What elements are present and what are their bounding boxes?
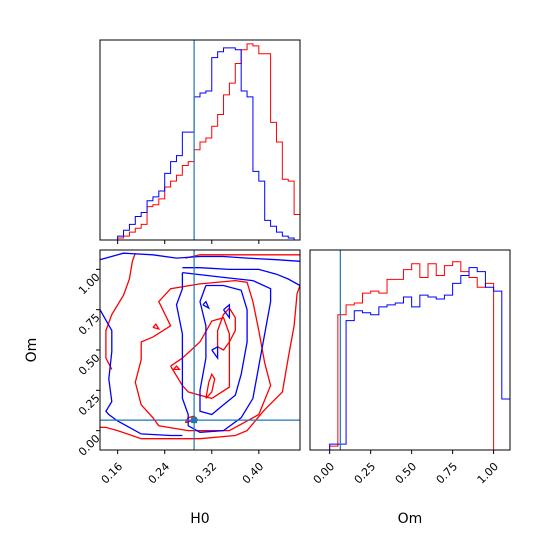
om-hist-x-tick-label: 1.00: [475, 460, 502, 487]
om-hist-frame: [309, 249, 511, 451]
contour-line-series-1: [202, 300, 211, 310]
joint-x-tick-label: 0.32: [193, 460, 220, 487]
joint-y-tick-label: 0.25: [76, 392, 103, 419]
joint-y-tick-label: 0.00: [76, 432, 103, 459]
histogram-panel-h0: [99, 39, 301, 244]
om-hist-x-tick-label: 0.50: [393, 460, 420, 487]
contour-line-series-1: [100, 309, 183, 437]
contour-line-series-0: [205, 372, 216, 399]
joint-frame: [99, 249, 301, 451]
contour-line-series-1: [175, 271, 272, 433]
contour-line-series-0: [152, 323, 161, 331]
joint-y-tick-label: 1.00: [76, 271, 103, 298]
joint-y-tick-label: 0.75: [76, 311, 103, 338]
contour-line-series-0: [216, 307, 236, 351]
om-histogram-series-0: [313, 261, 510, 451]
histogram-panel-om: 0.00 0.25 0.50 0.75 1.00: [309, 249, 511, 487]
contour-group: [100, 252, 300, 440]
x-axis-label-h0: H0: [190, 511, 209, 527]
x-axis-label-om: Om: [398, 511, 423, 527]
contour-line-series-0: [173, 365, 181, 371]
contour-line-series-0: [185, 254, 300, 259]
joint-x-tick-label: 0.40: [240, 460, 267, 487]
h0-histogram-series-0: [100, 43, 301, 241]
joint-x-tick-label: 0.16: [99, 460, 126, 487]
y-axis-label-om: Om: [24, 338, 40, 363]
h0-hist-frame: [99, 39, 301, 241]
contour-line-series-1: [182, 267, 300, 287]
contour-line-series-0: [105, 252, 136, 370]
contour-line-series-0: [100, 285, 300, 440]
contour-line-series-1: [222, 303, 231, 320]
contour-line-series-0: [134, 279, 272, 432]
joint-contour-panel: 0.16 0.24 0.32 0.40 0.00 0.25 0.50 0.75 1.00: [76, 249, 301, 487]
om-hist-x-tick-label: 0.25: [352, 460, 379, 487]
contour-line-series-1: [100, 252, 300, 262]
joint-x-tick-label: 0.24: [146, 460, 173, 487]
joint-y-tick-label: 0.50: [76, 351, 103, 378]
h0-histogram-series-1: [100, 47, 300, 241]
contour-line-series-1: [199, 284, 248, 416]
om-histogram-series-1: [313, 267, 511, 451]
contour-line-series-1: [211, 345, 219, 361]
contour-line-series-0: [170, 316, 231, 400]
om-hist-x-tick-label: 0.00: [311, 460, 338, 487]
truth-marker: [191, 417, 198, 424]
om-hist-x-tick-label: 0.75: [434, 460, 461, 487]
